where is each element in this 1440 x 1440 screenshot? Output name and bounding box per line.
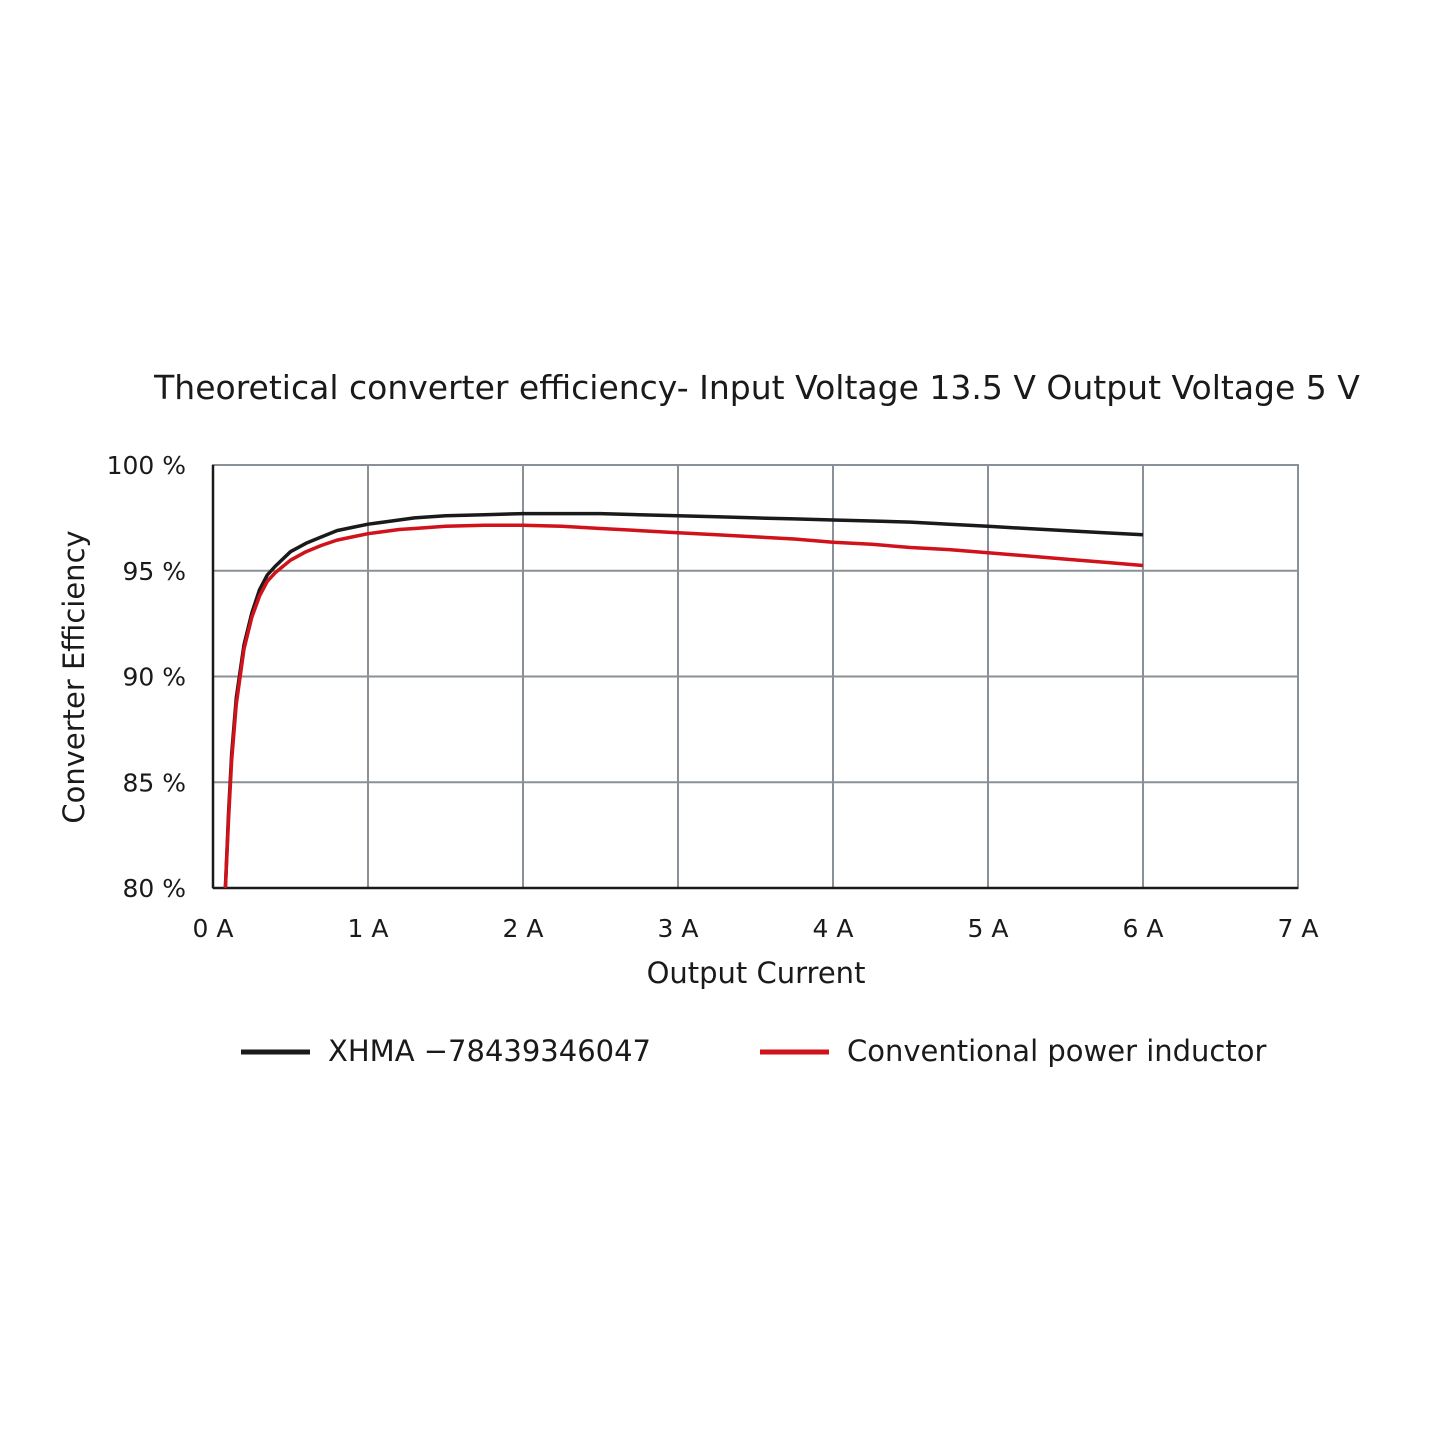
y-tick-label: 85 %: [122, 768, 186, 797]
x-tick-label: 0 A: [193, 914, 234, 943]
y-tick-labels: 80 % 85 % 90 % 95 % 100 %: [107, 451, 186, 903]
x-axis-label: Output Current: [647, 956, 866, 990]
y-tick-label: 90 %: [122, 663, 186, 692]
x-tick-label: 1 A: [348, 914, 389, 943]
legend: XHMA −78439346047 Conventional power indu…: [241, 1034, 1266, 1068]
series-lines: [223, 511, 1144, 889]
series-line-2: [223, 523, 1144, 889]
y-tick-label: 80 %: [122, 874, 186, 903]
legend-label-1: XHMA −78439346047: [328, 1034, 651, 1068]
x-tick-labels: 0 A 1 A 2 A 3 A 4 A 5 A 6 A 7 A: [193, 914, 1319, 943]
axes: [211, 465, 1298, 890]
series-line-1: [223, 511, 1144, 889]
x-tick-label: 2 A: [503, 914, 544, 943]
x-tick-label: 4 A: [813, 914, 854, 943]
grid: [213, 465, 1298, 888]
x-tick-label: 5 A: [968, 914, 1009, 943]
x-tick-label: 6 A: [1123, 914, 1164, 943]
y-tick-label: 95 %: [122, 557, 186, 586]
x-tick-label: 3 A: [658, 914, 699, 943]
x-tick-label: 7 A: [1278, 914, 1319, 943]
chart-title: Theoretical converter efficiency- Input …: [153, 368, 1360, 407]
legend-label-2: Conventional power inductor: [847, 1034, 1266, 1068]
y-axis-label: Converter Efficiency: [57, 530, 91, 823]
y-tick-label: 100 %: [107, 451, 186, 480]
